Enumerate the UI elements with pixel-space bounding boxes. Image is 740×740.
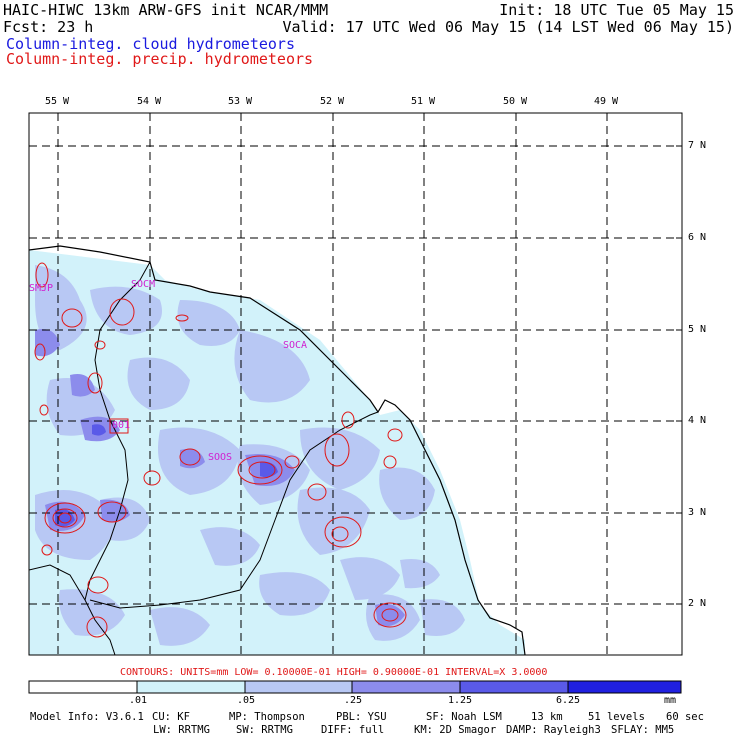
- station-label-soca: SOCA: [283, 340, 308, 351]
- lon-label-50w: 50 W: [503, 96, 528, 107]
- lon-label-51w: 51 W: [411, 96, 436, 107]
- field-precip-label: Column-integ. precip. hydrometeors: [6, 50, 314, 68]
- field-cloud-label: Column-integ. cloud hydrometeors: [6, 35, 295, 53]
- footer-timestep: 60 sec: [666, 711, 704, 723]
- init-time: Init: 18 UTC Tue 05 May 15: [499, 1, 734, 19]
- lat-label-7n: 7 N: [688, 140, 707, 151]
- lon-label-52w: 52 W: [320, 96, 345, 107]
- station-label-socm: SOCM: [131, 279, 156, 290]
- colorbar-tick-4: 6.25: [556, 695, 581, 706]
- colorbar-unit: mm: [664, 695, 677, 706]
- lat-label-6n: 6 N: [688, 232, 707, 243]
- footer-cu: CU: KF: [152, 711, 190, 723]
- footer-mp: MP: Thompson: [229, 711, 305, 723]
- frame-ticks: [57, 113, 682, 605]
- lon-label-49w: 49 W: [594, 96, 619, 107]
- plot-title: HAIC-HIWC 13km ARW-GFS init NCAR/MMM: [3, 1, 329, 19]
- footer-km: KM: 2D Smagor: [414, 724, 497, 736]
- lat-label-4n: 4 N: [688, 415, 707, 426]
- colorbar-tick-2: .25: [344, 695, 363, 706]
- lat-label-5n: 5 N: [688, 324, 707, 335]
- lon-label-55w: 55 W: [45, 96, 70, 107]
- forecast-hour: Fcst: 23 h: [3, 18, 94, 36]
- lon-label-54w: 54 W: [137, 96, 162, 107]
- colorbar-tick-0: .01: [129, 695, 148, 706]
- footer-lw: LW: RRTMG: [153, 724, 210, 736]
- lon-label-53w: 53 W: [228, 96, 253, 107]
- map-frame: [28, 112, 683, 656]
- footer-pbl: PBL: YSU: [336, 711, 387, 723]
- colorbar-tick-1: .05: [237, 695, 256, 706]
- footer-levels: 51 levels: [588, 711, 645, 723]
- valid-time: Valid: 17 UTC Wed 06 May 15 (14 LST Wed …: [282, 18, 734, 36]
- colorbar-tick-3: 1.25: [448, 695, 473, 706]
- footer-sw: SW: RRTMG: [236, 724, 293, 736]
- station-label-001: 001: [112, 420, 131, 431]
- footer-diff: DIFF: full: [321, 724, 385, 736]
- footer-model-version: Model Info: V3.6.1: [30, 711, 144, 723]
- footer-resolution: 13 km: [531, 711, 563, 723]
- contour-info: CONTOURS: UNITS=mm LOW= 0.10000E-01 HIGH…: [120, 667, 548, 678]
- station-label-smjp: SMJP: [29, 283, 54, 294]
- footer-sf: SF: Noah LSM: [426, 711, 502, 723]
- station-label-soos: SOOS: [208, 452, 233, 463]
- station-markers: [109, 418, 129, 434]
- lat-label-2n: 2 N: [688, 598, 707, 609]
- lat-label-3n: 3 N: [688, 507, 707, 518]
- precip-contours: [34, 262, 407, 638]
- footer-damp: DAMP: Rayleigh3: [506, 724, 601, 736]
- footer-sflay: SFLAY: MM5: [611, 724, 675, 736]
- latlon-grid: [29, 113, 682, 655]
